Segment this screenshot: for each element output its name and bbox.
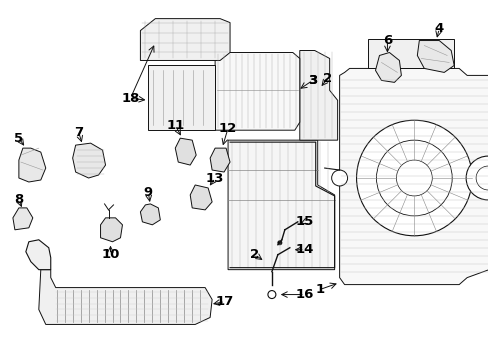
Text: 17: 17 <box>216 295 234 308</box>
Polygon shape <box>215 53 299 130</box>
Polygon shape <box>190 185 212 210</box>
Circle shape <box>267 291 275 298</box>
Polygon shape <box>140 19 229 60</box>
Text: 3: 3 <box>307 74 317 87</box>
Text: 12: 12 <box>219 122 237 135</box>
Polygon shape <box>367 39 453 68</box>
Text: 2: 2 <box>250 248 259 261</box>
Text: 7: 7 <box>74 126 83 139</box>
Polygon shape <box>73 143 105 178</box>
Text: 14: 14 <box>295 243 313 256</box>
Text: 18: 18 <box>121 92 140 105</box>
Polygon shape <box>101 218 122 242</box>
Circle shape <box>331 170 347 186</box>
Text: 15: 15 <box>295 215 313 228</box>
Polygon shape <box>210 148 229 172</box>
Polygon shape <box>339 68 488 285</box>
Text: 4: 4 <box>434 22 443 35</box>
Polygon shape <box>140 204 160 225</box>
Text: 11: 11 <box>166 119 184 132</box>
Polygon shape <box>26 240 51 270</box>
Circle shape <box>396 160 431 196</box>
Polygon shape <box>13 208 33 230</box>
Text: 10: 10 <box>101 248 120 261</box>
Circle shape <box>475 166 488 190</box>
Polygon shape <box>19 148 46 182</box>
Polygon shape <box>299 50 337 140</box>
Polygon shape <box>148 66 215 130</box>
Circle shape <box>465 156 488 200</box>
Text: 16: 16 <box>295 288 313 301</box>
Polygon shape <box>39 270 212 324</box>
Text: 9: 9 <box>143 186 153 199</box>
Polygon shape <box>375 53 401 82</box>
Polygon shape <box>175 138 196 165</box>
Circle shape <box>277 241 281 245</box>
Text: 3: 3 <box>307 74 317 87</box>
Polygon shape <box>416 41 453 72</box>
Text: 1: 1 <box>314 283 324 296</box>
Text: 8: 8 <box>14 193 23 206</box>
Text: 13: 13 <box>205 171 224 185</box>
Text: 6: 6 <box>382 34 391 47</box>
Text: 2: 2 <box>323 72 331 85</box>
Text: 5: 5 <box>14 132 23 145</box>
Circle shape <box>376 140 451 216</box>
Polygon shape <box>227 140 334 270</box>
Circle shape <box>356 120 471 236</box>
